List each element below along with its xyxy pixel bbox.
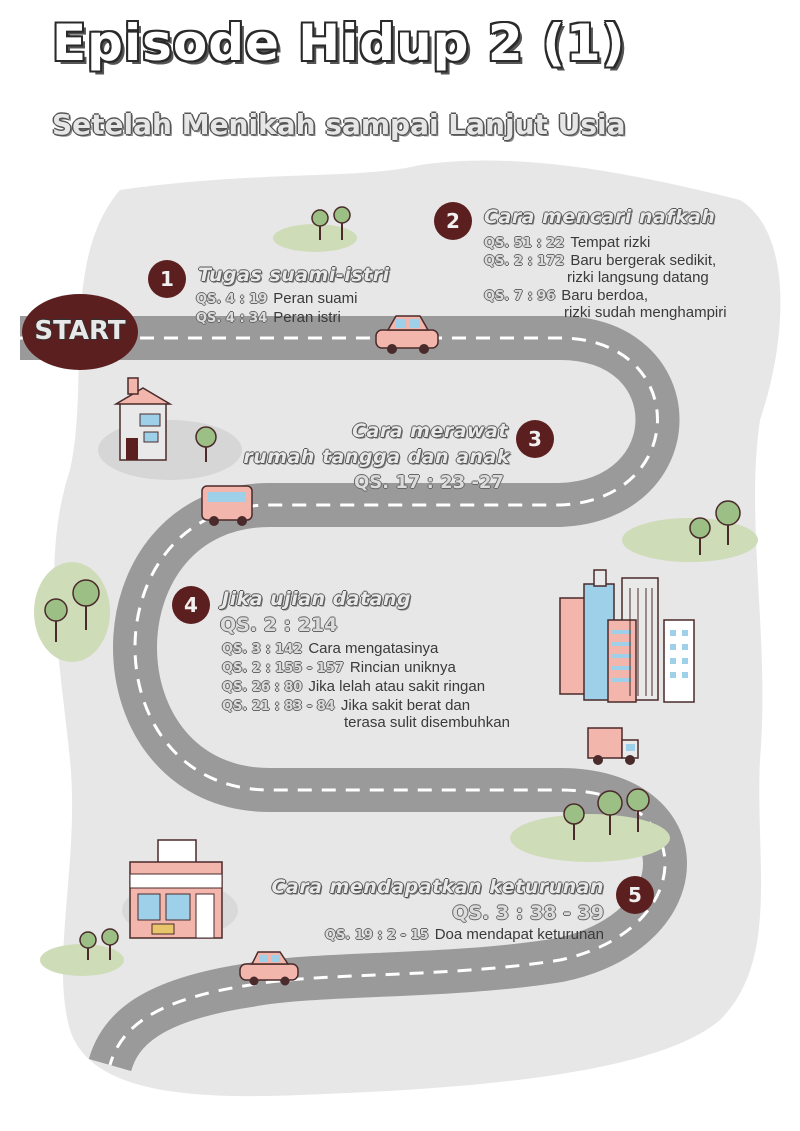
section-2-refs: QS. 51 : 22 Tempat rizki QS. 2 : 172 Baru … bbox=[484, 234, 727, 321]
grass-patch bbox=[510, 814, 670, 862]
tree-icon bbox=[563, 803, 585, 840]
section-2-heading: Cara mencari nafkah bbox=[484, 206, 716, 228]
step-number-4: 4 bbox=[172, 586, 210, 624]
bus-icon bbox=[201, 485, 253, 526]
tree-icon bbox=[689, 517, 711, 555]
grass-patch bbox=[273, 224, 357, 252]
car-icon bbox=[239, 951, 299, 986]
tree-icon bbox=[597, 790, 623, 835]
section-4-main-ref: QS. 2 : 214 bbox=[220, 614, 338, 636]
tree-icon bbox=[72, 579, 100, 630]
tree-icon bbox=[626, 788, 650, 832]
section-3-heading-line1: Cara merawat bbox=[352, 420, 508, 442]
tree-icon bbox=[195, 426, 217, 462]
car-icon bbox=[375, 315, 439, 354]
house-icon bbox=[113, 377, 173, 461]
step-number-2: 2 bbox=[434, 202, 472, 240]
tree-icon bbox=[44, 598, 68, 642]
store-icon bbox=[129, 839, 223, 939]
section-3-ref: QS. 17 : 23 -27 bbox=[354, 472, 504, 493]
building-icon bbox=[559, 569, 695, 703]
grass-patch bbox=[622, 518, 758, 562]
section-4-heading: Jika ujian datang bbox=[222, 588, 412, 610]
section-4-refs: QS. 3 : 142 Cara mengatasinya QS. 2 : 155… bbox=[222, 640, 510, 731]
tree-icon bbox=[333, 206, 351, 240]
background-blob bbox=[54, 160, 781, 1097]
step-number-1: 1 bbox=[148, 260, 186, 298]
tree-icon bbox=[715, 500, 741, 545]
section-1-refs: QS. 4 : 19 Peran suami QS. 4 : 34 Peran is… bbox=[196, 290, 358, 326]
truck-icon bbox=[587, 727, 639, 765]
section-3-heading-line2: rumah tangga dan anak bbox=[243, 446, 510, 468]
start-badge: START bbox=[22, 294, 138, 370]
tree-icon bbox=[79, 931, 97, 960]
step-number-5: 5 bbox=[616, 876, 654, 914]
grass-patch bbox=[40, 944, 124, 976]
winding-road bbox=[20, 316, 687, 1072]
step-number-3: 3 bbox=[516, 420, 554, 458]
tree-icon bbox=[311, 209, 329, 240]
tree-icon bbox=[101, 928, 119, 960]
section-5-refs: QS. 19 : 2 - 15 Doa mendapat keturunan bbox=[324, 926, 604, 943]
page-subtitle: Setelah Menikah sampai Lanjut Usia bbox=[52, 108, 626, 141]
section-1-heading: Tugas suami-istri bbox=[198, 264, 390, 286]
section-5-main-ref: QS. 3 : 38 - 39 bbox=[452, 902, 604, 924]
section-5-heading: Cara mendapatkan keturunan bbox=[271, 876, 604, 898]
page-title: Episode Hidup 2 (1) bbox=[52, 14, 626, 72]
